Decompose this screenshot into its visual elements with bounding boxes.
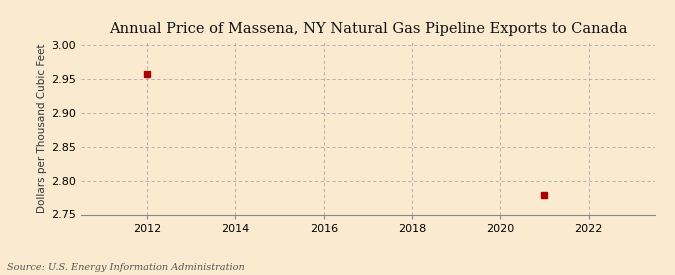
Title: Annual Price of Massena, NY Natural Gas Pipeline Exports to Canada: Annual Price of Massena, NY Natural Gas … — [109, 22, 627, 36]
Text: Source: U.S. Energy Information Administration: Source: U.S. Energy Information Administ… — [7, 263, 244, 272]
Y-axis label: Dollars per Thousand Cubic Feet: Dollars per Thousand Cubic Feet — [37, 43, 47, 213]
